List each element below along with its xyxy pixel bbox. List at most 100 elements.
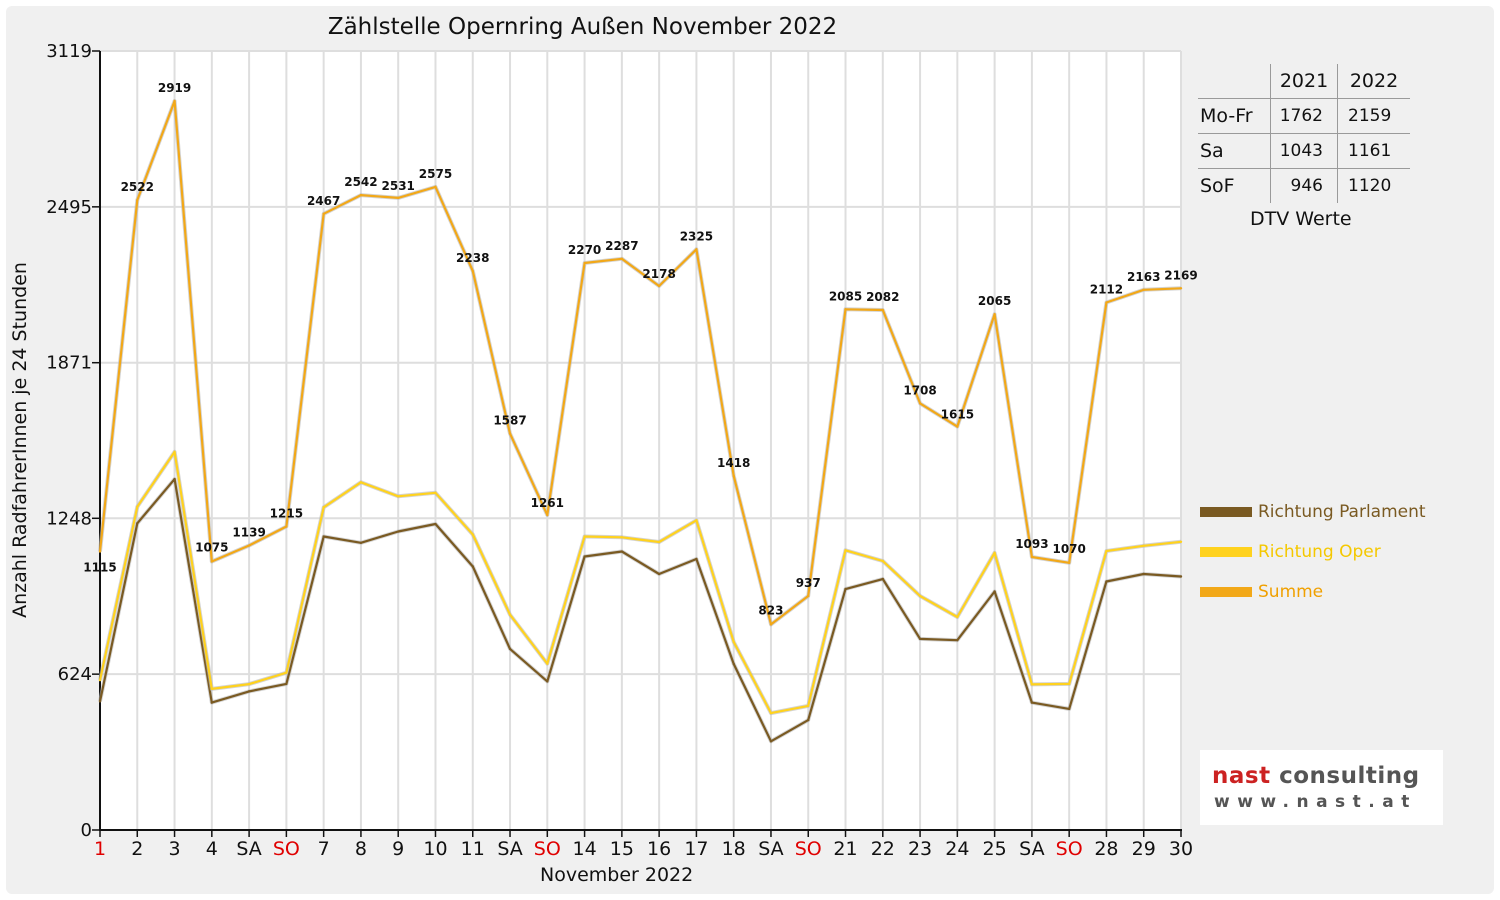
data-point [322, 535, 325, 538]
data-point [322, 212, 325, 216]
x-axis-label: November 2022 [540, 864, 694, 886]
data-label: 2163 [1127, 270, 1160, 284]
data-point [657, 540, 661, 544]
x-tick-label: 29 [1132, 838, 1156, 860]
data-point [1105, 301, 1108, 304]
data-point [1105, 549, 1108, 553]
legend-swatch [1200, 547, 1252, 557]
dtv-row: Mo-Fr 1762 2159 [1198, 98, 1410, 134]
data-point [136, 505, 139, 509]
company-logo: nast consulting www.nast.at [1200, 750, 1443, 825]
data-point [434, 185, 437, 189]
data-point [397, 196, 400, 200]
data-point [546, 680, 549, 683]
data-point [136, 198, 139, 202]
data-label: 1075 [195, 541, 228, 555]
x-tick-label: 17 [684, 838, 708, 860]
dtv-value-2022: 1120 [1337, 168, 1410, 203]
x-tick-label: 28 [1094, 838, 1118, 860]
data-point [247, 690, 251, 693]
data-point [993, 551, 996, 554]
data-point [471, 565, 474, 568]
data-point [546, 513, 549, 517]
x-tick-label: SO [1056, 838, 1083, 860]
legend-label: Summe [1258, 582, 1324, 602]
logo-wordmark: nast consulting [1212, 763, 1420, 789]
data-label: 2085 [829, 289, 862, 303]
data-point [173, 477, 176, 481]
data-point [769, 623, 773, 626]
logo-url: www.nast.at [1214, 792, 1417, 812]
data-point [695, 248, 698, 251]
x-tick-label: 10 [423, 838, 447, 860]
x-tick-label: 16 [647, 838, 671, 860]
x-tick-label: SA [758, 838, 783, 860]
data-point [881, 559, 884, 563]
x-tick-label: 2 [131, 838, 143, 860]
data-point [956, 638, 959, 642]
data-point [98, 550, 102, 553]
dtv-row-label: Sa [1198, 133, 1271, 169]
data-point [508, 613, 512, 616]
data-point [918, 402, 922, 405]
x-tick-label: SO [795, 838, 822, 860]
data-point [620, 536, 624, 539]
x-tick-label: SA [497, 838, 522, 860]
data-point [508, 432, 512, 435]
data-point [695, 557, 698, 561]
x-tick-label: 22 [871, 838, 895, 860]
dtv-value-2022: 2159 [1337, 98, 1410, 134]
x-tick-label: 25 [983, 838, 1007, 860]
data-point [583, 555, 586, 558]
data-point [1067, 707, 1071, 711]
data-point [956, 615, 959, 619]
data-label: 1615 [941, 408, 974, 422]
dtv-row: Sa 1043 1161 [1198, 133, 1410, 169]
x-tick-label: 14 [572, 838, 596, 860]
data-label: 1115 [83, 561, 116, 575]
legend-swatch [1200, 587, 1252, 597]
data-point [471, 533, 474, 536]
chart-title: Zählstelle Opernring Außen November 2022 [327, 14, 838, 40]
data-label: 1139 [232, 526, 265, 540]
data-point [322, 506, 325, 509]
dtv-caption: DTV Werte [1250, 208, 1352, 230]
x-tick-label: 11 [461, 838, 485, 860]
data-point [881, 308, 884, 312]
y-tick-label: 1871 [46, 353, 92, 374]
data-point [1067, 682, 1071, 686]
data-label: 2238 [456, 251, 489, 265]
legend-label: Richtung Parlament [1258, 502, 1426, 522]
x-tick-label: SO [534, 838, 561, 860]
data-point [98, 678, 102, 682]
data-point [732, 640, 735, 644]
data-point [732, 474, 735, 478]
data-label: 2287 [605, 239, 638, 253]
data-label: 2542 [344, 175, 377, 189]
data-point [210, 560, 214, 563]
legend-label: Richtung Oper [1258, 542, 1381, 562]
data-point [1179, 287, 1183, 290]
data-point [247, 544, 251, 547]
data-point [769, 711, 773, 715]
data-label: 1261 [531, 496, 564, 510]
y-tick-label: 624 [58, 664, 92, 685]
x-tick-label: 24 [945, 838, 969, 860]
x-tick-label: 4 [206, 838, 218, 860]
data-point [657, 284, 661, 288]
data-label: 2325 [680, 229, 713, 243]
data-point [173, 450, 176, 454]
data-point [210, 701, 214, 704]
data-point [471, 269, 474, 273]
dtv-row: SoF 946 1120 [1198, 168, 1410, 203]
data-point [881, 577, 884, 581]
dtv-value-2021: 1043 [1270, 133, 1338, 169]
data-label: 937 [796, 576, 821, 590]
dtv-value-2021: 1762 [1270, 98, 1338, 134]
y-tick-label: 2495 [46, 197, 92, 218]
dtv-value-2022: 1161 [1337, 133, 1410, 169]
legend-item: Richtung Oper [1200, 532, 1426, 572]
series-line [98, 450, 1182, 715]
data-point [769, 740, 773, 743]
x-tick-label: 21 [833, 838, 857, 860]
